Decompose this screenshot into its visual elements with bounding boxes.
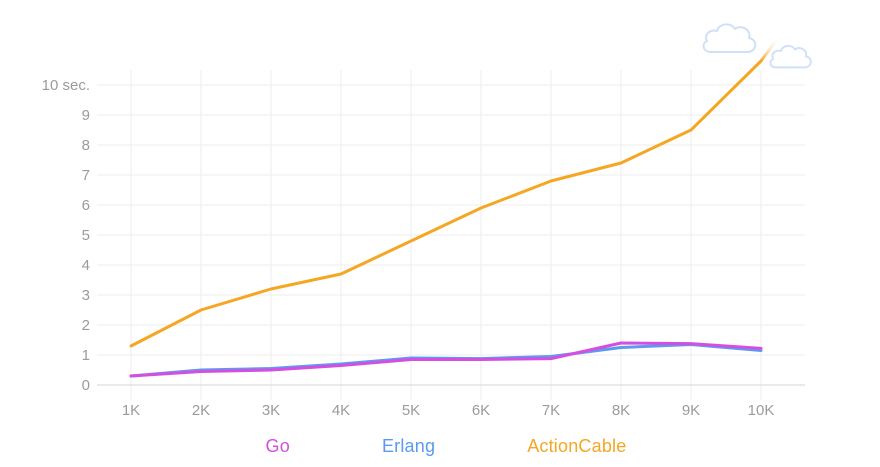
legend-item-go: Go xyxy=(265,436,290,456)
series-line-go xyxy=(129,341,763,378)
y-axis-tick-label: 5 xyxy=(82,227,90,244)
x-axis-tick-label: 6K xyxy=(472,402,490,419)
y-axis-tick-label: 0 xyxy=(82,377,90,394)
y-axis-tick-label: 3 xyxy=(82,287,90,304)
x-axis-tick-label: 7K xyxy=(542,402,560,419)
legend-item-erlang: Erlang xyxy=(381,436,436,456)
x-axis-tick-label: 1K xyxy=(122,402,140,419)
x-axis-tick-label: 8K xyxy=(612,402,630,419)
y-axis-tick-label: 6 xyxy=(82,197,90,214)
x-axis-tick-label: 4K xyxy=(332,402,350,419)
chart-legend: Go Erlang ActionCable xyxy=(0,436,880,457)
cloud-icon xyxy=(769,44,812,69)
y-axis-tick-label: 1 xyxy=(82,347,90,364)
x-axis-tick-label: 9K xyxy=(682,402,700,419)
series-line-actioncable xyxy=(129,59,763,348)
y-axis-tick-label: 2 xyxy=(82,317,90,334)
y-axis-tick-label: 4 xyxy=(82,257,90,274)
x-axis-tick-label: 5K xyxy=(402,402,420,419)
legend-item-actioncable: ActionCable xyxy=(527,436,627,456)
x-axis-tick-label: 2K xyxy=(192,402,210,419)
series-line-actioncable-fade-tip xyxy=(759,35,781,63)
x-axis-tick-label: 10K xyxy=(748,402,775,419)
y-axis-tick-label: 8 xyxy=(82,137,90,154)
x-axis-tick-label: 3K xyxy=(262,402,280,419)
y-axis-tick-label: 10 sec. xyxy=(42,77,90,94)
y-axis-tick-label: 9 xyxy=(82,107,90,124)
cloud-icon xyxy=(702,23,757,53)
y-axis-tick-label: 7 xyxy=(82,167,90,184)
